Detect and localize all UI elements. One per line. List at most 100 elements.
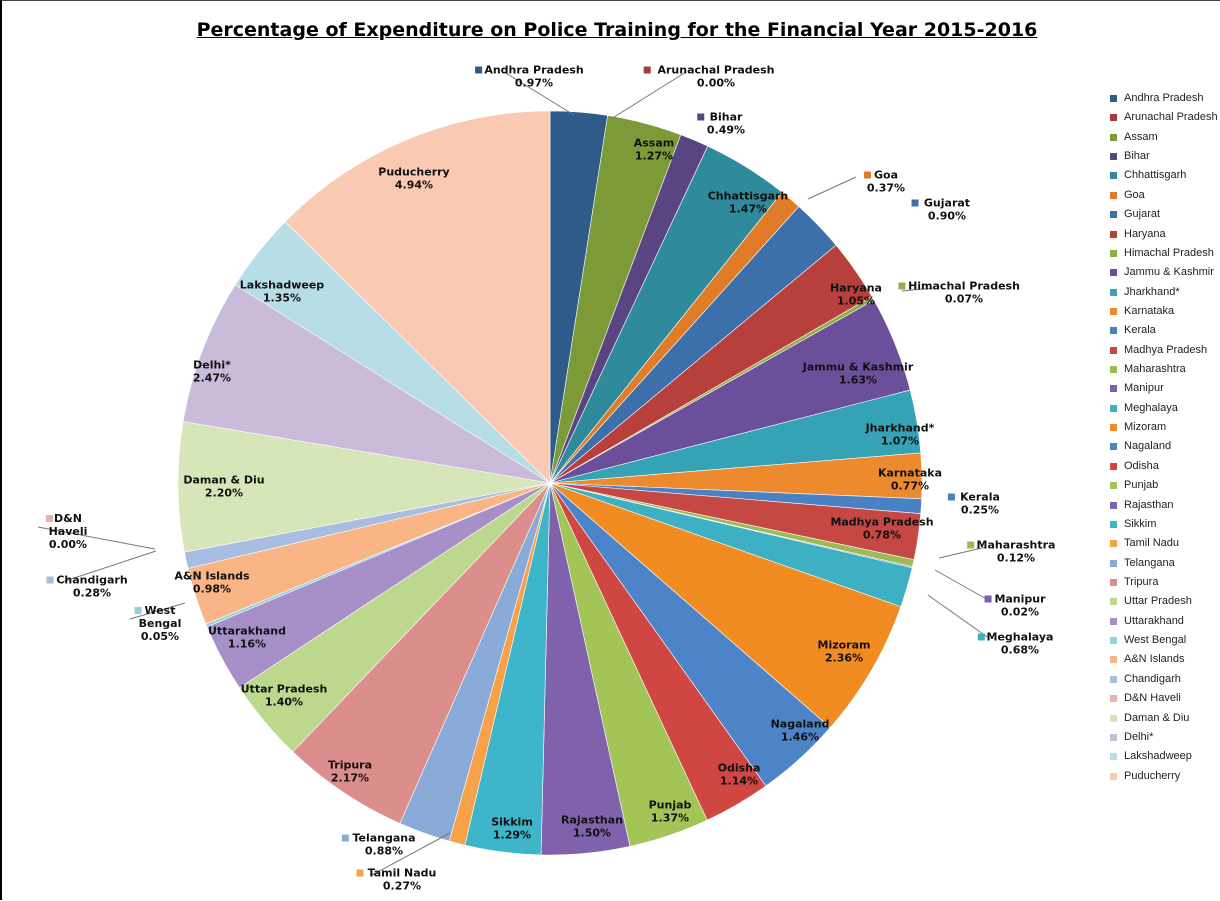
legend-label: Uttar Pradesh	[1124, 595, 1192, 608]
data-label: Karnataka 0.77%	[878, 467, 942, 493]
legend-item: Bihar	[1110, 147, 1220, 166]
legend-label: Goa	[1124, 188, 1145, 201]
label-marker	[697, 113, 705, 121]
data-label: West Bengal 0.05%	[139, 604, 182, 643]
legend-label: Haryana	[1124, 227, 1166, 240]
data-label: Nagaland 1.46%	[771, 718, 830, 744]
legend-label: Sikkim	[1124, 517, 1157, 530]
pie-slice	[182, 284, 551, 484]
label-marker	[134, 607, 142, 614]
legend-item: Maharashtra	[1110, 360, 1220, 379]
legend-label: D&N Haveli	[1124, 692, 1181, 705]
pie-slice	[292, 482, 551, 824]
legend-item: Odisha	[1110, 457, 1220, 476]
legend-item: Uttarakhand	[1110, 612, 1220, 631]
legend-swatch	[1110, 675, 1117, 683]
legend-label: Nagaland	[1124, 440, 1172, 453]
legend-item: Mizoram	[1110, 418, 1220, 437]
data-label: Uttar Pradesh 1.40%	[241, 683, 328, 709]
legend-swatch	[1110, 695, 1117, 703]
legend-label: Manipur	[1124, 382, 1164, 395]
leader-line	[37, 526, 156, 550]
data-label: Andhra Pradesh 0.97%	[484, 64, 583, 90]
legend-swatch	[1110, 772, 1117, 780]
data-label: Goa 0.37%	[867, 169, 905, 195]
legend-swatch	[1110, 269, 1117, 277]
legend-swatch	[1110, 598, 1117, 606]
label-marker	[643, 66, 651, 74]
legend-label: Madhya Pradesh	[1124, 343, 1208, 356]
data-label: Telangana 0.88%	[352, 832, 415, 858]
legend-label: Tripura	[1124, 575, 1159, 588]
legend-item: Sikkim	[1110, 515, 1220, 534]
legend-swatch	[1110, 617, 1117, 625]
legend-swatch	[1110, 172, 1117, 180]
legend-item: Telangana	[1110, 554, 1220, 573]
leader-line	[901, 287, 935, 292]
legend-swatch	[1110, 482, 1117, 490]
legend-item: Jharkhand*	[1110, 283, 1220, 302]
pie-slice	[284, 110, 551, 484]
legend-swatch	[1110, 656, 1117, 664]
legend-swatch	[1110, 443, 1117, 451]
label-marker	[863, 171, 871, 179]
legend-item: A&N Islands	[1110, 650, 1220, 669]
legend-label: Gujarat	[1124, 208, 1161, 221]
legend-label: Odisha	[1124, 459, 1159, 472]
legend-item: Manipur	[1110, 379, 1220, 398]
data-label: A&N Islands 0.98%	[174, 570, 250, 596]
legend-label: Telangana	[1124, 556, 1175, 569]
legend-label: Meghalaya	[1124, 401, 1178, 414]
chart-title: Percentage of Expenditure on Police Trai…	[196, 19, 1038, 41]
data-label: Uttarakhand 1.16%	[208, 625, 286, 651]
data-label: Kerala 0.25%	[960, 491, 1000, 517]
legend-label: Maharashtra	[1124, 363, 1186, 376]
label-marker	[475, 66, 483, 74]
label-marker	[977, 633, 985, 641]
data-label: Lakshadweep 1.35%	[240, 279, 325, 305]
label-marker	[898, 282, 906, 290]
legend-item: Daman & Diu	[1110, 709, 1220, 728]
legend-swatch	[1110, 404, 1117, 412]
data-label: Delhi* 2.47%	[193, 359, 231, 385]
legend-item: Meghalaya	[1110, 399, 1220, 418]
legend-swatch	[1110, 153, 1117, 161]
data-label: Maharashtra 0.12%	[977, 539, 1056, 565]
legend-swatch	[1110, 230, 1117, 238]
legend-swatch	[1110, 133, 1117, 141]
data-label: Manipur 0.02%	[994, 593, 1046, 619]
legend-label: Rajasthan	[1124, 498, 1174, 511]
data-label: Tamil Nadu 0.27%	[368, 867, 437, 893]
legend-swatch	[1110, 733, 1117, 741]
legend-item: Assam	[1110, 128, 1220, 147]
leader-line	[129, 602, 186, 620]
data-label: Haryana 1.05%	[830, 282, 882, 308]
legend-label: Tamil Nadu	[1124, 537, 1180, 550]
legend-item: Jammu & Kashmir	[1110, 263, 1220, 282]
legend-swatch	[1110, 540, 1117, 548]
data-label: Daman & Diu 2.20%	[183, 474, 264, 500]
data-label: Odisha 1.14%	[718, 762, 761, 788]
legend-swatch	[1110, 714, 1117, 722]
legend-item: Chandigarh	[1110, 670, 1220, 689]
label-marker	[911, 199, 919, 207]
legend-item: Uttar Pradesh	[1110, 592, 1220, 611]
label-marker	[984, 595, 992, 603]
legend-swatch	[1110, 114, 1117, 122]
legend-item: Tamil Nadu	[1110, 534, 1220, 553]
legend-item: Tripura	[1110, 573, 1220, 592]
leader-line	[503, 71, 575, 116]
legend-item: D&N Haveli	[1110, 689, 1220, 708]
legend-label: Assam	[1124, 130, 1158, 143]
label-marker	[356, 869, 364, 877]
legend-label: Mizoram	[1124, 421, 1167, 434]
label-marker	[341, 834, 349, 842]
legend-swatch	[1110, 462, 1117, 470]
legend-item: Chhattisgarh	[1110, 166, 1220, 185]
legend-label: Delhi*	[1124, 730, 1154, 743]
label-marker	[947, 493, 955, 501]
label-marker	[46, 576, 54, 584]
legend-label: Arunachal Pradesh	[1124, 111, 1218, 124]
legend-swatch	[1110, 249, 1117, 257]
data-label: Madhya Pradesh 0.78%	[830, 516, 933, 542]
